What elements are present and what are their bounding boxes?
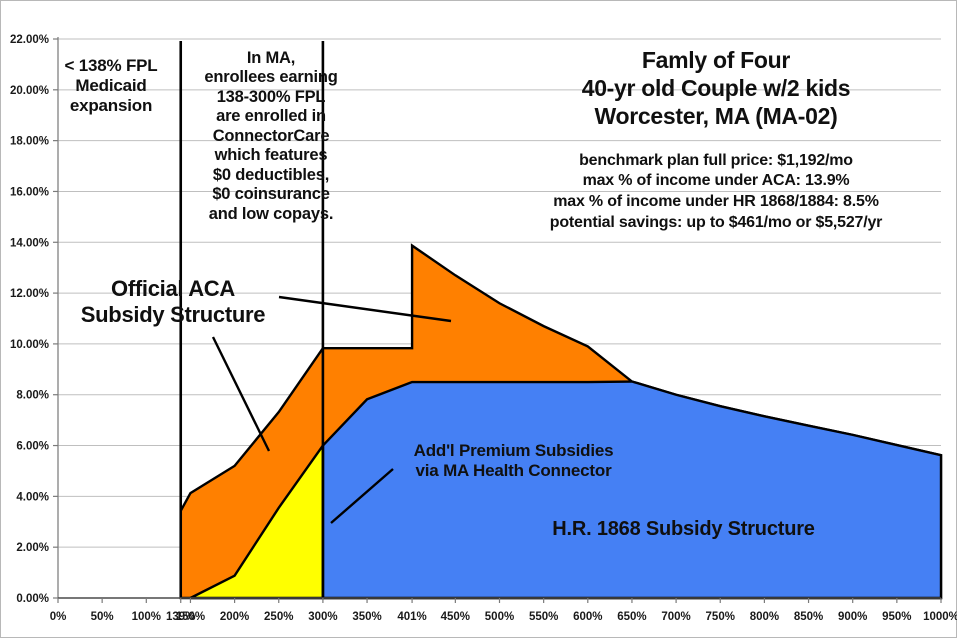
aca-leader-line-upper bbox=[278, 295, 452, 323]
x-tick-label: 500% bbox=[485, 611, 514, 623]
y-tick-label: 16.00% bbox=[10, 186, 49, 198]
chart-subtitle: benchmark plan full price: $1,192/mo max… bbox=[549, 151, 883, 231]
area-hr1868-blue bbox=[321, 380, 943, 600]
chart-title-block: Famly of Four 40-yr old Couple w/2 kids … bbox=[501, 27, 931, 253]
y-tick-label: 10.00% bbox=[10, 339, 49, 351]
y-tick-label: 14.00% bbox=[10, 237, 49, 249]
x-tick-label: 200% bbox=[220, 611, 249, 623]
y-tick-label: 6.00% bbox=[16, 441, 49, 453]
y-tick-label: 12.00% bbox=[10, 288, 49, 300]
x-tick-label: 150% bbox=[176, 611, 205, 623]
axes bbox=[53, 37, 942, 603]
chart-title: Famly of Four 40-yr old Couple w/2 kids … bbox=[581, 46, 851, 130]
x-tick-label: 750% bbox=[706, 611, 735, 623]
x-tick-label: 401% bbox=[397, 611, 426, 623]
aca-leader-line-lower bbox=[211, 336, 271, 452]
y-tick-label: 2.00% bbox=[16, 542, 49, 554]
x-tick-label: 700% bbox=[661, 611, 690, 623]
x-tick-label: 50% bbox=[91, 611, 114, 623]
x-tick-label: 600% bbox=[573, 611, 602, 623]
y-tick-label: 4.00% bbox=[16, 491, 49, 503]
x-tick-label: 100% bbox=[132, 611, 161, 623]
y-tick-label: 22.00% bbox=[10, 34, 49, 46]
annotation-official-aca: Official ACA Subsidy Structure bbox=[80, 276, 266, 327]
x-tick-label: 300% bbox=[308, 611, 337, 623]
y-tick-label: 20.00% bbox=[10, 85, 49, 97]
x-tick-label: 139% bbox=[166, 611, 195, 623]
y-tick-label: 18.00% bbox=[10, 136, 49, 148]
x-tick-label: 950% bbox=[882, 611, 911, 623]
x-tick-label: 900% bbox=[838, 611, 867, 623]
y-tick-label: 0.00% bbox=[16, 593, 49, 605]
annotation-medicaid-expansion: < 138% FPL Medicaid expansion bbox=[64, 56, 158, 116]
x-tick-label: 450% bbox=[441, 611, 470, 623]
annotation-hr1868-label: H.R. 1868 Subsidy Structure bbox=[552, 518, 815, 540]
x-tick-label: 800% bbox=[750, 611, 779, 623]
callout-leader-lines bbox=[211, 295, 452, 524]
vertical-markers bbox=[179, 41, 325, 598]
x-tick-label: 650% bbox=[617, 611, 646, 623]
addl-leader-line bbox=[330, 468, 394, 524]
x-tick-label: 850% bbox=[794, 611, 823, 623]
x-tick-label: 0% bbox=[50, 611, 67, 623]
annotation-addl-subsidies: Add'l Premium Subsidies via MA Health Co… bbox=[413, 441, 614, 481]
x-tick-label: 1000% bbox=[923, 611, 957, 623]
x-tick-label: 350% bbox=[352, 611, 381, 623]
annotation-connectorcare: In MA, enrollees earning 138-300% FPL ar… bbox=[204, 49, 338, 223]
x-tick-label: 550% bbox=[529, 611, 558, 623]
x-tick-label: 250% bbox=[264, 611, 293, 623]
y-axis-tick-labels: 0.00% 2.00% 4.00% 6.00% 8.00% 10.00% 12.00% 14.… bbox=[10, 34, 49, 605]
area-series bbox=[179, 243, 943, 600]
y-tick-label: 8.00% bbox=[16, 390, 49, 402]
x-axis-tick-labels: 0% 50% 100% 139%150% 200% 250% 300% 350% 401% 450… bbox=[50, 611, 957, 623]
